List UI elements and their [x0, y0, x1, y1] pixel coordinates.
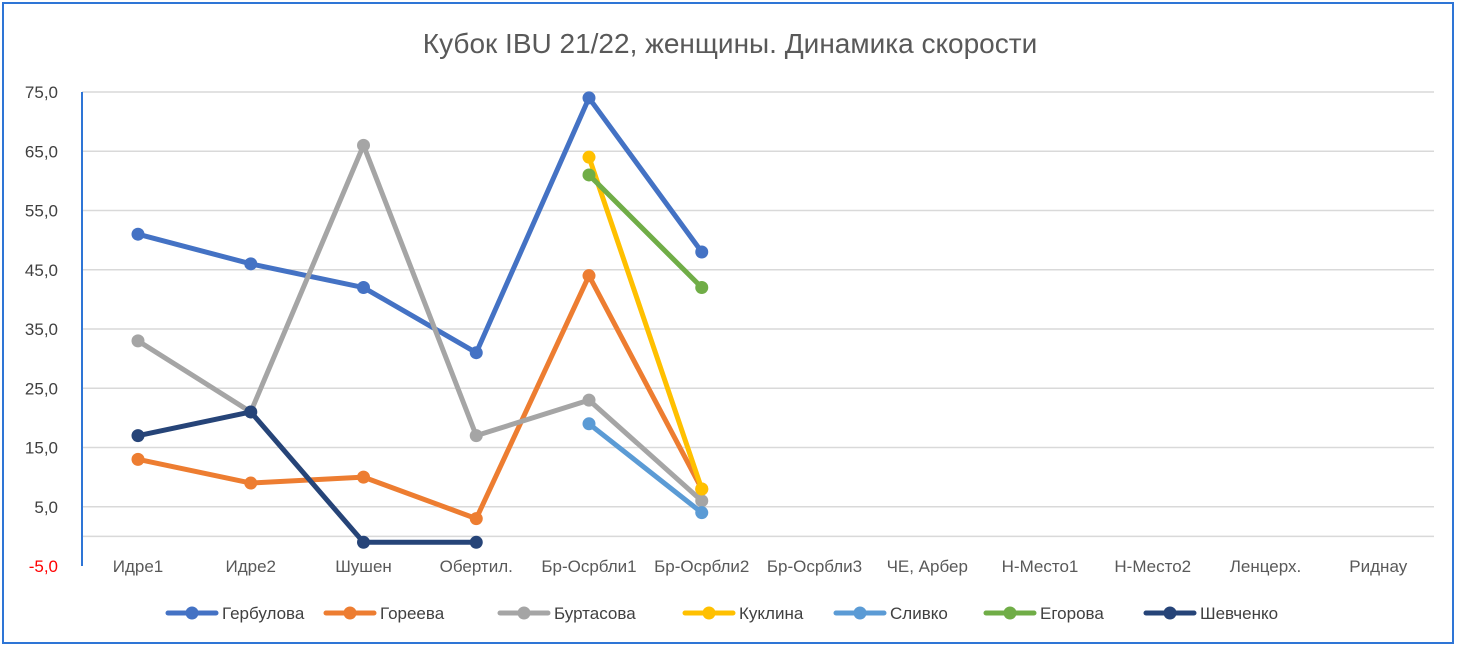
data-point [695, 482, 709, 496]
data-point [357, 470, 370, 484]
legend-item: Шевченко [1143, 604, 1278, 623]
data-point [469, 429, 483, 443]
x-tick-label: Бр-Осрбли3 [767, 557, 862, 576]
y-tick-label: 45,0 [25, 261, 58, 280]
series-line [131, 138, 709, 508]
x-tick-label: Идре2 [225, 557, 276, 576]
legend-item: Куклина [682, 604, 804, 623]
x-tick-label: Шушен [335, 557, 392, 576]
x-tick-label: Обертил. [440, 557, 513, 576]
legend: Гербулова Гореева Буртасова Куклина Сливко Ег… [165, 604, 1278, 623]
data-point [582, 417, 596, 431]
y-tick-label: 5,0 [34, 498, 58, 517]
legend-label: Егорова [1040, 604, 1104, 623]
legend-label: Куклина [739, 604, 804, 623]
data-point [357, 138, 370, 152]
series-line [582, 417, 709, 520]
data-point [695, 506, 709, 520]
series-line [131, 405, 483, 549]
x-tick-label: Н-Место2 [1114, 557, 1191, 576]
legend-marker [1163, 606, 1177, 620]
data-point [469, 512, 483, 526]
axes [81, 92, 1434, 566]
legend-label: Буртасова [554, 604, 636, 623]
x-tick-label: ЧЕ, Арбер [887, 557, 968, 576]
series-path [586, 172, 705, 291]
legend-marker [343, 606, 357, 620]
legend-marker [702, 606, 716, 620]
series-path [586, 154, 705, 492]
x-tick-label: Н-Место1 [1002, 557, 1079, 576]
series-lines [131, 91, 709, 549]
legend-item: Гореева [323, 604, 445, 623]
data-point [582, 91, 596, 105]
data-point [244, 257, 258, 271]
y-tick-label: 15,0 [25, 439, 58, 458]
y-tick-label: 65,0 [25, 142, 58, 161]
series-path [586, 421, 705, 516]
y-tick-label: 35,0 [25, 320, 58, 339]
legend-label: Гореева [380, 604, 445, 623]
y-tick-label: -5,0 [29, 557, 58, 576]
legend-item: Егорова [983, 604, 1104, 623]
data-point [582, 269, 596, 283]
data-point [469, 346, 483, 360]
y-axis-ticks: 75,0 65,0 55,0 45,0 35,0 25,0 15,0 5,0 -5,0 [25, 83, 58, 576]
legend-item: Гербулова [165, 604, 305, 623]
data-point [131, 429, 145, 443]
legend-label: Гербулова [222, 604, 305, 623]
series-line [582, 150, 709, 496]
series-path [135, 409, 479, 545]
x-axis-ticks: Идре1 Идре2 Шушен Обертил. Бр-Осрбли1 Бр-Осрб… [113, 557, 1408, 576]
series-path [135, 142, 705, 504]
y-tick-label: 55,0 [25, 202, 58, 221]
data-point [357, 281, 370, 295]
legend-marker [1003, 606, 1017, 620]
legend-marker [853, 606, 867, 620]
y-tick-label: 25,0 [25, 379, 58, 398]
data-point [582, 168, 596, 182]
data-point [695, 494, 709, 508]
legend-marker [185, 606, 199, 620]
x-tick-label: Идре1 [113, 557, 164, 576]
data-point [357, 535, 370, 549]
legend-item: Буртасова [497, 604, 636, 623]
data-point [131, 334, 145, 348]
chart-title: Кубок IBU 21/22, женщины. Динамика скоро… [423, 28, 1037, 59]
legend-label: Шевченко [1200, 604, 1278, 623]
data-point [695, 245, 709, 259]
data-point [131, 452, 145, 466]
data-point [244, 405, 258, 419]
legend-label: Сливко [890, 604, 948, 623]
data-point [695, 281, 709, 295]
series-path [135, 95, 705, 356]
series-line [131, 269, 709, 526]
data-point [244, 476, 258, 490]
x-tick-label: Ленцерх. [1230, 557, 1302, 576]
x-tick-label: Бр-Осрбли1 [541, 557, 636, 576]
y-tick-label: 75,0 [25, 83, 58, 102]
x-tick-label: Риднау [1349, 557, 1407, 576]
x-tick-label: Бр-Осрбли2 [654, 557, 749, 576]
series-line [131, 91, 709, 360]
data-point [469, 535, 483, 549]
series-path [135, 273, 705, 522]
data-point [582, 393, 596, 407]
data-point [582, 150, 596, 164]
data-point [131, 227, 145, 241]
gridlines [82, 91, 1434, 508]
legend-item: Сливко [833, 604, 948, 623]
series-line [582, 168, 709, 295]
legend-marker [517, 606, 531, 620]
